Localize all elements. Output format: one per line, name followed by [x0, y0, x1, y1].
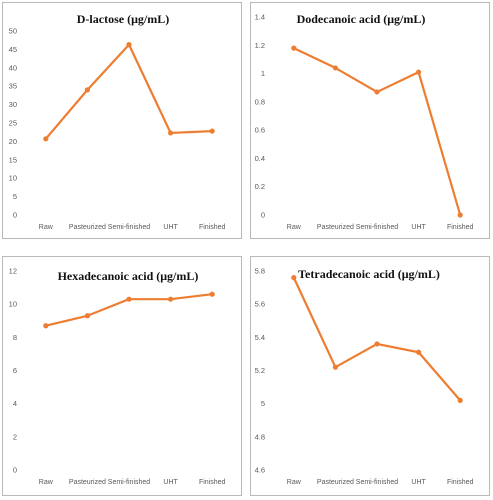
data-point [416, 349, 422, 355]
y-tick-label: 12 [9, 267, 17, 276]
series-line [292, 277, 462, 402]
data-point [168, 296, 174, 302]
x-category-label: Finished [199, 224, 226, 231]
x-category-label: UHT [411, 479, 426, 486]
y-tick-label: 0 [261, 211, 265, 220]
data-point [374, 89, 380, 95]
y-tick-label: 5.2 [255, 366, 265, 375]
y-tick-label: 2 [13, 432, 17, 441]
y-tick-label: 5.6 [255, 300, 265, 309]
x-category-label: Raw [287, 224, 302, 231]
x-category-label: Pasteurized [317, 224, 354, 231]
data-point [84, 87, 90, 93]
y-tick-label: 35 [9, 82, 17, 91]
data-point [457, 397, 463, 403]
chart-title: Hexadecanoic acid (μg/mL) [58, 269, 199, 283]
y-tick-label: 0 [13, 211, 17, 220]
y-tick-label: 4.8 [255, 432, 265, 441]
y-tick-label: 6 [13, 366, 17, 375]
line-chart-svg: D-lactose (μg/mL) 0 5 10 15 20 25 30 35 40 45 50 Raw… [9, 12, 226, 231]
y-tick-label: 45 [9, 45, 17, 54]
data-point [374, 341, 380, 347]
line-chart-svg: Dodecanoic acid (μg/mL) 0 0.2 0.4 0.6 0.8 1 1.2… [255, 12, 474, 231]
x-category-label: Finished [199, 479, 226, 486]
y-tick-label: 20 [9, 137, 17, 146]
y-tick-label: 0.4 [255, 154, 265, 163]
y-tick-label: 40 [9, 63, 17, 72]
y-tick-label: 1.4 [255, 13, 265, 22]
y-tick-label: 0 [13, 466, 17, 475]
data-point [291, 275, 297, 281]
x-category-label: Semi-finished [356, 224, 399, 231]
x-category-label: UHT [163, 479, 178, 486]
y-tick-label: 4.6 [255, 466, 265, 475]
x-category-label: Semi-finished [108, 224, 151, 231]
x-category-label: Pasteurized [317, 479, 354, 486]
chart-panel-d-lactose: D-lactose (μg/mL) 0 5 10 15 20 25 30 35 40 45 50 Raw… [2, 2, 242, 239]
data-point [332, 364, 338, 370]
data-point [43, 323, 49, 329]
series-line [44, 43, 213, 140]
y-tick-label: 0.2 [255, 182, 265, 191]
series-line [293, 47, 462, 216]
data-point [332, 65, 338, 71]
x-category-label: Semi-finished [356, 479, 399, 486]
x-category-label: Raw [39, 479, 54, 486]
data-point [168, 130, 174, 136]
y-tick-label: 15 [9, 155, 17, 164]
line-chart-svg: Tetradecanoic acid (μg/mL) 4.6 4.8 5 5.2 5.4 5… [255, 267, 474, 487]
y-tick-label: 5.8 [255, 267, 265, 276]
data-point [209, 291, 215, 297]
y-tick-label: 8 [13, 333, 17, 342]
data-point [291, 45, 297, 51]
chart-panel-hexadecanoic-acid: Hexadecanoic acid (μg/mL) 0 2 4 6 8 10 12 Raw Pas… [2, 256, 242, 496]
data-point [457, 212, 463, 218]
chart-title: D-lactose (μg/mL) [77, 12, 169, 26]
y-tick-label: 4 [13, 399, 17, 408]
y-tick-label: 30 [9, 100, 17, 109]
x-category-label: Pasteurized [69, 479, 106, 486]
chart-panel-tetradecanoic-acid: Tetradecanoic acid (μg/mL) 4.6 4.8 5 5.2 5.4 5… [250, 256, 490, 496]
chart-panel-dodecanoic-acid: Dodecanoic acid (μg/mL) 0 0.2 0.4 0.6 0.8 1 1.2… [250, 2, 490, 239]
y-tick-label: 25 [9, 119, 17, 128]
x-category-label: Finished [447, 224, 474, 231]
x-category-label: Raw [287, 479, 302, 486]
y-tick-label: 50 [9, 27, 17, 36]
data-point [126, 296, 132, 302]
x-category-label: Raw [39, 224, 54, 231]
y-tick-label: 5.4 [255, 333, 265, 342]
chart-title: Dodecanoic acid (μg/mL) [297, 12, 426, 26]
x-category-label: Finished [447, 479, 474, 486]
y-tick-label: 0.6 [255, 126, 265, 135]
x-category-label: Semi-finished [108, 479, 151, 486]
line-chart-svg: Hexadecanoic acid (μg/mL) 0 2 4 6 8 10 12 Raw Pas… [9, 267, 226, 487]
data-point [84, 313, 90, 319]
y-tick-label: 10 [9, 300, 17, 309]
y-tick-label: 10 [9, 174, 17, 183]
x-category-label: UHT [163, 224, 178, 231]
y-tick-label: 5 [261, 399, 265, 408]
chart-title: Tetradecanoic acid (μg/mL) [298, 267, 440, 281]
x-category-label: Pasteurized [69, 224, 106, 231]
y-tick-label: 1.2 [255, 41, 265, 50]
data-point [43, 136, 49, 142]
y-tick-label: 1 [261, 69, 265, 78]
data-point [126, 42, 132, 48]
data-point [416, 69, 422, 75]
x-category-label: UHT [411, 224, 426, 231]
y-tick-label: 5 [13, 192, 17, 201]
data-point [209, 128, 215, 134]
y-tick-label: 0.8 [255, 97, 265, 106]
